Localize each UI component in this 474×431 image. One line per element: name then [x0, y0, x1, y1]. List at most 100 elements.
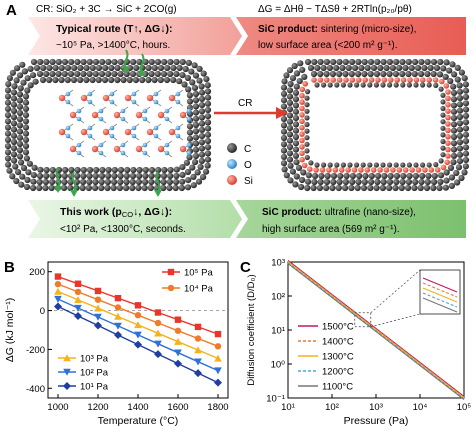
- x-tick-label: 10⁵: [457, 402, 472, 413]
- carbon-shell-atom: [456, 145, 464, 152]
- x-tick-label: 10³: [369, 402, 383, 413]
- carbon-shell-atom: [123, 184, 130, 192]
- carbon-shell-atom: [86, 166, 94, 174]
- carbon-shell-atom: [286, 125, 294, 132]
- carbon-shell-atom: [362, 172, 369, 180]
- sic-carbon-atom: [340, 162, 346, 168]
- carbon-shell-atom: [323, 178, 331, 186]
- sic-silicon-atom: [445, 102, 451, 108]
- carbon-shell-atom: [280, 141, 288, 148]
- sic-silicon-atom: [299, 150, 305, 157]
- silicon-atom: [113, 145, 121, 153]
- co-release-arrow: [154, 171, 162, 197]
- carbon-shell-atom: [198, 145, 206, 152]
- sic-silicon-atom: [445, 146, 451, 153]
- carbon-shell-atom: [405, 178, 412, 186]
- carbon-shell-atom: [61, 184, 68, 192]
- carbon-shell-atom: [67, 184, 74, 192]
- legend-oxygen-ball: [227, 159, 237, 169]
- carbon-shell-atom: [10, 101, 18, 108]
- carbon-shell-atom: [450, 102, 458, 109]
- carbon-shell-atom: [104, 178, 111, 186]
- carbon-shell-atom: [189, 79, 196, 86]
- carbon-shell-atom: [184, 184, 192, 191]
- carbon-shell-atom: [301, 73, 308, 80]
- x-axis-label: Temperature (°C): [98, 415, 179, 427]
- carbon-shell-atom: [443, 169, 450, 176]
- carbon-shell-atom: [129, 184, 136, 192]
- sic-silicon-atom: [299, 112, 305, 118]
- sic-carbon-atom: [440, 119, 446, 125]
- co-release-arrow: [122, 49, 130, 72]
- carbon-shell-atom: [386, 70, 393, 78]
- carbon-shell-atom: [92, 70, 99, 78]
- sic-silicon-atom: [445, 114, 451, 121]
- sic-carbon-atom: [305, 89, 311, 95]
- oxygen-atom: [65, 99, 71, 105]
- carbon-shell-atom: [329, 184, 336, 192]
- carbon-shell-atom: [173, 172, 180, 180]
- sic-silicon-atom: [370, 167, 377, 173]
- sic-silicon-atom: [299, 105, 305, 112]
- oxygen-atom: [175, 133, 181, 139]
- carbon-shell-atom: [16, 103, 24, 110]
- carbon-shell-atom: [22, 105, 30, 112]
- carbon-shell-atom: [86, 58, 93, 66]
- carbon-shell-atom: [12, 163, 19, 170]
- data-point: [194, 335, 202, 342]
- oxygen-atom: [186, 142, 192, 148]
- silicon-atom: [146, 94, 154, 102]
- data-point: [74, 280, 82, 287]
- carbon-shell-atom: [349, 178, 356, 186]
- carbon-shell-atom: [450, 115, 458, 122]
- carbon-shell-atom: [310, 184, 317, 192]
- carbon-shell-atom: [421, 64, 428, 72]
- carbon-shell-atom: [342, 184, 349, 192]
- carbon-shell-atom: [289, 75, 297, 82]
- silicon-atom: [91, 111, 99, 119]
- carbon-shell-atom: [427, 64, 434, 72]
- sic-carbon-atom: [387, 82, 393, 88]
- carbon-shell-atom: [354, 184, 361, 192]
- typical-route-desc: ~10⁵ Pa, >1400°C, hours.: [56, 40, 170, 51]
- carbon-shell-atom: [462, 119, 470, 126]
- oxygen-atom: [65, 91, 71, 97]
- carbon-shell-atom: [173, 70, 180, 78]
- sic-carbon-atom: [373, 162, 379, 168]
- carbon-shell-atom: [16, 153, 24, 160]
- data-point: [63, 382, 71, 390]
- carbon-shell-atom: [311, 178, 318, 186]
- carbon-shell-atom: [64, 64, 72, 72]
- carbon-shell-atom: [317, 178, 324, 186]
- carbon-shell-atom: [61, 58, 69, 66]
- oxygen-atom: [98, 116, 104, 122]
- carbon-shell-atom: [191, 84, 199, 91]
- carbon-shell-atom: [105, 70, 112, 78]
- data-point: [74, 312, 82, 321]
- carbon-shell-atom: [93, 166, 100, 174]
- oxygen-atom: [120, 150, 126, 156]
- data-point: [94, 296, 102, 303]
- carbon-shell-atom: [462, 106, 470, 113]
- carbon-shell-atom: [440, 65, 447, 72]
- sic-silicon-atom: [356, 77, 362, 83]
- carbon-shell-atom: [61, 178, 68, 186]
- sic-carbon-atom: [420, 82, 426, 88]
- carbon-shell-atom: [117, 70, 124, 78]
- sic-carbon-atom: [354, 162, 360, 168]
- carbon-shell-atom: [333, 64, 340, 72]
- carbon-shell-atom: [324, 172, 331, 180]
- data-point: [174, 337, 182, 345]
- typical-product-text: SiC product: sintering (micro-size),: [258, 24, 416, 35]
- carbon-shell-atom: [293, 159, 300, 166]
- data-point: [154, 319, 162, 327]
- carbon-shell-atom: [204, 137, 212, 145]
- carbon-shell-atom: [436, 71, 444, 78]
- carbon-shell-atom: [80, 172, 87, 180]
- carbon-shell-atom: [183, 159, 190, 166]
- carbon-shell-atom: [431, 178, 438, 186]
- carbon-shell-atom: [458, 174, 465, 182]
- data-point: [214, 330, 222, 338]
- carbon-shell-atom: [104, 184, 111, 192]
- sic-silicon-atom: [326, 167, 332, 173]
